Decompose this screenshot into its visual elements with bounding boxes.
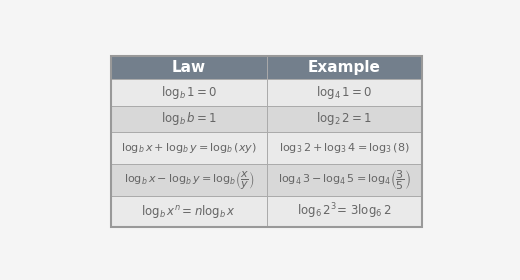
Text: Law: Law <box>172 60 206 75</box>
Text: $\log_{6}2^{3}\!=\! \ 3\log_{6}2$: $\log_{6}2^{3}\!=\! \ 3\log_{6}2$ <box>297 202 392 221</box>
Bar <box>111 132 267 164</box>
Bar <box>111 106 267 132</box>
Bar <box>267 164 422 196</box>
Bar <box>111 79 267 106</box>
Bar <box>111 164 267 196</box>
Text: $\log_{b}x - \log_{b}y = \log_{b}\!\left(\dfrac{x}{y}\right)$: $\log_{b}x - \log_{b}y = \log_{b}\!\left… <box>124 169 254 191</box>
Text: $\log_{b}x^{n} = n\log_{b}x$: $\log_{b}x^{n} = n\log_{b}x$ <box>141 203 237 220</box>
Bar <box>111 196 267 227</box>
Bar <box>267 132 422 164</box>
Bar <box>267 196 422 227</box>
Text: $\log_{b}b = 1$: $\log_{b}b = 1$ <box>161 110 217 127</box>
Bar <box>267 79 422 106</box>
Text: $\log_{b}x + \log_{b}y = \log_{b}(xy)$: $\log_{b}x + \log_{b}y = \log_{b}(xy)$ <box>121 141 257 155</box>
Text: $\log_{b}1 = 0$: $\log_{b}1 = 0$ <box>161 84 217 101</box>
Text: $\log_{3}2 + \log_{3}4 = \log_{3}(8)$: $\log_{3}2 + \log_{3}4 = \log_{3}(8)$ <box>279 141 409 155</box>
Text: $\log_{4}3 - \log_{4}5 = \log_{4}\!\left(\dfrac{3}{5}\right)$: $\log_{4}3 - \log_{4}5 = \log_{4}\!\left… <box>278 169 411 192</box>
Text: $\log_{2}2 = 1$: $\log_{2}2 = 1$ <box>316 110 372 127</box>
Bar <box>267 56 422 79</box>
Text: Example: Example <box>308 60 381 75</box>
Bar <box>111 56 267 79</box>
Bar <box>111 56 422 227</box>
Bar <box>267 106 422 132</box>
Text: $\log_{4}1 = 0$: $\log_{4}1 = 0$ <box>316 84 372 101</box>
